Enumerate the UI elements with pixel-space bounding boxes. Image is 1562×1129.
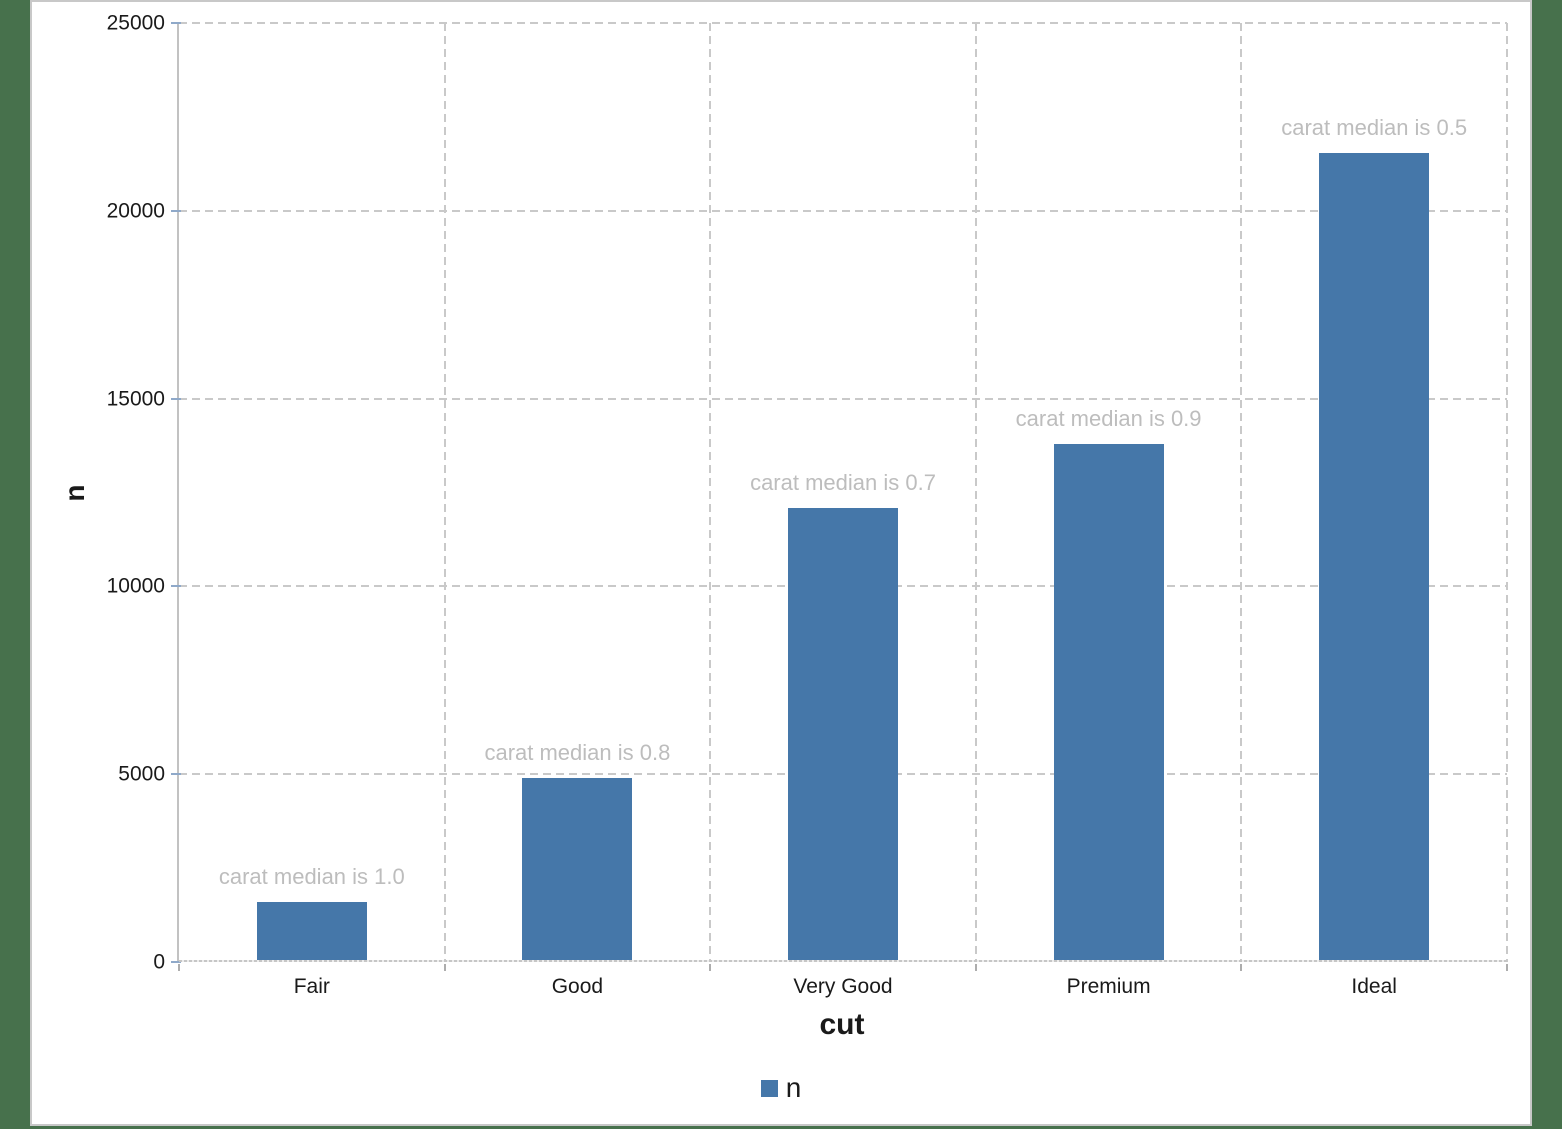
y-tick-label: 25000 (106, 11, 165, 35)
legend-label: n (785, 1072, 802, 1103)
x-tick-label: Good (551, 975, 604, 998)
y-tick-mark (171, 773, 181, 776)
x-tick-mark (1506, 964, 1508, 971)
gridline-vertical (1240, 23, 1243, 962)
x-tick-mark (974, 964, 977, 971)
legend-swatch-icon (760, 1079, 778, 1097)
bar-ideal[interactable] (1319, 152, 1430, 962)
bar-premium[interactable] (1053, 444, 1164, 962)
y-tick-label: 5000 (118, 762, 165, 786)
chart-panel: n 0 5000 10000 15000 20000 25000 carat median … (30, 0, 1532, 1126)
x-tick-mark (709, 964, 712, 971)
bar-very-good[interactable] (788, 508, 898, 962)
bar-annotation: carat median is 0.8 (484, 739, 671, 765)
x-tick-mark (178, 964, 180, 971)
y-axis-title: n (59, 484, 90, 502)
bar-annotation: carat median is 1.0 (218, 863, 405, 889)
y-tick-mark (171, 397, 181, 400)
y-tick-label: 20000 (106, 199, 165, 223)
y-tick-mark (171, 22, 181, 24)
x-tick-label: Fair (293, 975, 330, 998)
legend-item-n[interactable]: n (760, 1072, 802, 1103)
gridline-vertical (1506, 23, 1508, 962)
y-tick-label: 0 (153, 950, 165, 974)
y-tick-mark (171, 961, 181, 963)
x-tick-label: Very Good (793, 975, 893, 998)
gridline-horizontal (179, 209, 1507, 212)
y-tick-label: 10000 (106, 574, 165, 598)
gridline-vertical (709, 23, 712, 962)
legend: n (32, 1074, 1530, 1102)
gridline-horizontal (179, 397, 1507, 400)
x-axis-title: cut (819, 1008, 865, 1041)
gridline-vertical (443, 23, 446, 962)
x-tick-label: Ideal (1351, 975, 1397, 998)
bar-annotation: carat median is 0.9 (1015, 406, 1202, 432)
bar-fair[interactable] (256, 901, 367, 962)
x-axis-line (179, 960, 1507, 962)
bar-annotation: carat median is 0.7 (750, 470, 936, 496)
y-tick-mark (171, 209, 181, 212)
x-tick-label: Premium (1066, 975, 1151, 998)
x-tick-mark (1240, 964, 1243, 971)
gridline-vertical (974, 23, 977, 962)
y-tick-label: 15000 (106, 387, 165, 411)
gridline-horizontal (179, 22, 1507, 24)
y-tick-mark (171, 585, 181, 588)
x-tick-mark (443, 964, 446, 971)
bar-good[interactable] (522, 777, 633, 962)
bar-annotation: carat median is 0.5 (1281, 114, 1468, 140)
plot-area: 0 5000 10000 15000 20000 25000 carat median is… (107, 13, 1508, 998)
